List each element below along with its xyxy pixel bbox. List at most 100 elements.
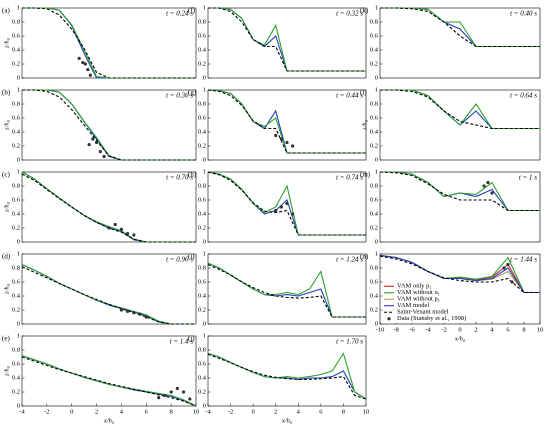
data-point <box>119 227 124 231</box>
x-tick-label: 8 <box>342 408 345 415</box>
y-tick-label: 0.8 <box>12 346 20 353</box>
x-tick-label: 8 <box>170 408 173 415</box>
y-tick-label: 1 <box>375 250 378 257</box>
y-tick-label: 1 <box>375 168 378 175</box>
time-annotation: t = 0.32 s <box>336 10 363 18</box>
data-point <box>138 312 142 316</box>
y-tick-label: 0 <box>203 238 206 245</box>
panel: 0 0.2 0.4 0.6 0.8 1 (g) t = 0.44 s <box>188 86 367 163</box>
series-line <box>380 171 540 212</box>
x-tick-label: 6 <box>145 408 149 415</box>
y-tick-label: 0.6 <box>370 32 379 39</box>
data-point <box>98 150 102 154</box>
panel: 0 0.2 0.4 0.6 0.8 1 z/h₀ (d) t = 0.96 s <box>2 250 197 327</box>
series-line <box>207 89 366 154</box>
y-tick-label: 0.2 <box>370 306 378 313</box>
y-tick-label: 0.2 <box>12 224 20 231</box>
data-point <box>486 180 490 185</box>
series-line <box>207 353 367 400</box>
series-line <box>21 173 196 243</box>
plot-frame <box>21 7 197 79</box>
y-tick-label: 1 <box>17 86 20 93</box>
data-point <box>83 62 87 66</box>
x-axis-label: x/h₀ <box>454 335 465 342</box>
panel-label: (j) <box>188 335 195 343</box>
panel: 0 0.2 0.4 0.6 0.8 1 -10 -8 -6 -4 -2 0 2 4 6 8 10 x/h₀ (n) t… <box>360 250 543 342</box>
y-tick-label: 0.8 <box>12 18 20 25</box>
series-line <box>22 89 196 161</box>
y-tick-label: 0.4 <box>198 46 207 53</box>
y-tick-label: 0 <box>375 74 378 81</box>
series-line <box>21 266 196 325</box>
y-tick-label: 0.2 <box>198 142 206 149</box>
y-tick-label: 1 <box>203 250 206 257</box>
data-point <box>291 212 295 216</box>
data-point <box>291 144 295 148</box>
data-point <box>502 266 506 270</box>
y-tick-label: 0.6 <box>198 196 207 203</box>
y-tick-label: 0.8 <box>370 18 378 25</box>
plot-frame <box>21 335 197 407</box>
data-point <box>87 143 91 147</box>
plot-frame <box>207 171 367 243</box>
y-tick-label: 0.4 <box>12 46 21 53</box>
data-point <box>91 137 95 141</box>
series-line <box>21 263 196 325</box>
y-tick-label: 0.4 <box>198 292 207 299</box>
time-annotation: t = 0.40 s <box>510 10 537 18</box>
series-line <box>207 352 367 400</box>
legend-label: VAM only p₁ <box>397 283 432 290</box>
plot-frame <box>207 335 367 407</box>
y-tick-label: 0.8 <box>198 346 206 353</box>
panel: 0 0.2 0.4 0.6 0.8 1 (i) t = 1.24 s <box>188 250 367 327</box>
y-tick-label: 0.6 <box>12 196 21 203</box>
y-tick-label: 0 <box>17 238 20 245</box>
y-tick-label: 1 <box>203 168 206 175</box>
data-point <box>188 397 192 401</box>
y-axis-label: z/h₀ <box>361 120 368 131</box>
series-line <box>22 7 196 79</box>
series-line <box>22 89 196 161</box>
panel: 0 0.2 0.4 0.6 0.8 1 z/h₀ (l) t = 0.64 s <box>360 86 541 163</box>
series-line <box>380 89 540 130</box>
y-tick-label: 0.6 <box>370 278 379 285</box>
series-line <box>379 255 540 294</box>
y-tick-label: 0.8 <box>370 264 378 271</box>
data-point <box>506 262 510 267</box>
data-point <box>490 191 494 195</box>
data-point <box>163 393 167 398</box>
data-point <box>285 201 289 206</box>
plot-frame <box>21 253 197 325</box>
data-point <box>279 205 283 209</box>
time-annotation: t = 0.24 s <box>166 10 193 18</box>
data-point <box>274 208 278 213</box>
y-tick-label: 1 <box>17 4 20 11</box>
x-axis-label: x/h₀ <box>281 417 292 424</box>
y-tick-label: 0 <box>375 320 378 327</box>
legend-label: Saint-Venant model <box>397 309 449 316</box>
x-tick-label: -10 <box>376 326 385 333</box>
data-point <box>81 61 85 65</box>
panel: 0 0.2 0.4 0.6 0.8 1 -4 -2 0 2 4 6 8 10 x/h₀ (j) t = 1.70… <box>188 332 369 424</box>
data-point <box>119 308 124 312</box>
panel-label: (n) <box>360 253 369 261</box>
data-point <box>88 73 92 77</box>
data-point <box>157 396 161 400</box>
data-point <box>77 56 81 61</box>
series-line <box>208 7 366 72</box>
data-point <box>169 390 173 394</box>
plot-frame <box>379 7 541 79</box>
y-tick-label: 0.6 <box>12 278 21 285</box>
data-point <box>510 280 514 284</box>
y-tick-label: 0.8 <box>370 100 378 107</box>
time-annotation: t = 0.96 s <box>166 256 193 264</box>
panel-label: (k) <box>360 7 369 15</box>
series-line <box>21 356 197 407</box>
x-tick-label: -8 <box>393 326 398 333</box>
panel-label: (e) <box>2 335 10 343</box>
x-tick-label: 6 <box>506 326 510 333</box>
series-line <box>22 7 196 79</box>
y-tick-label: 0.4 <box>12 128 21 135</box>
time-annotation: t = 0.74 s <box>336 174 363 182</box>
